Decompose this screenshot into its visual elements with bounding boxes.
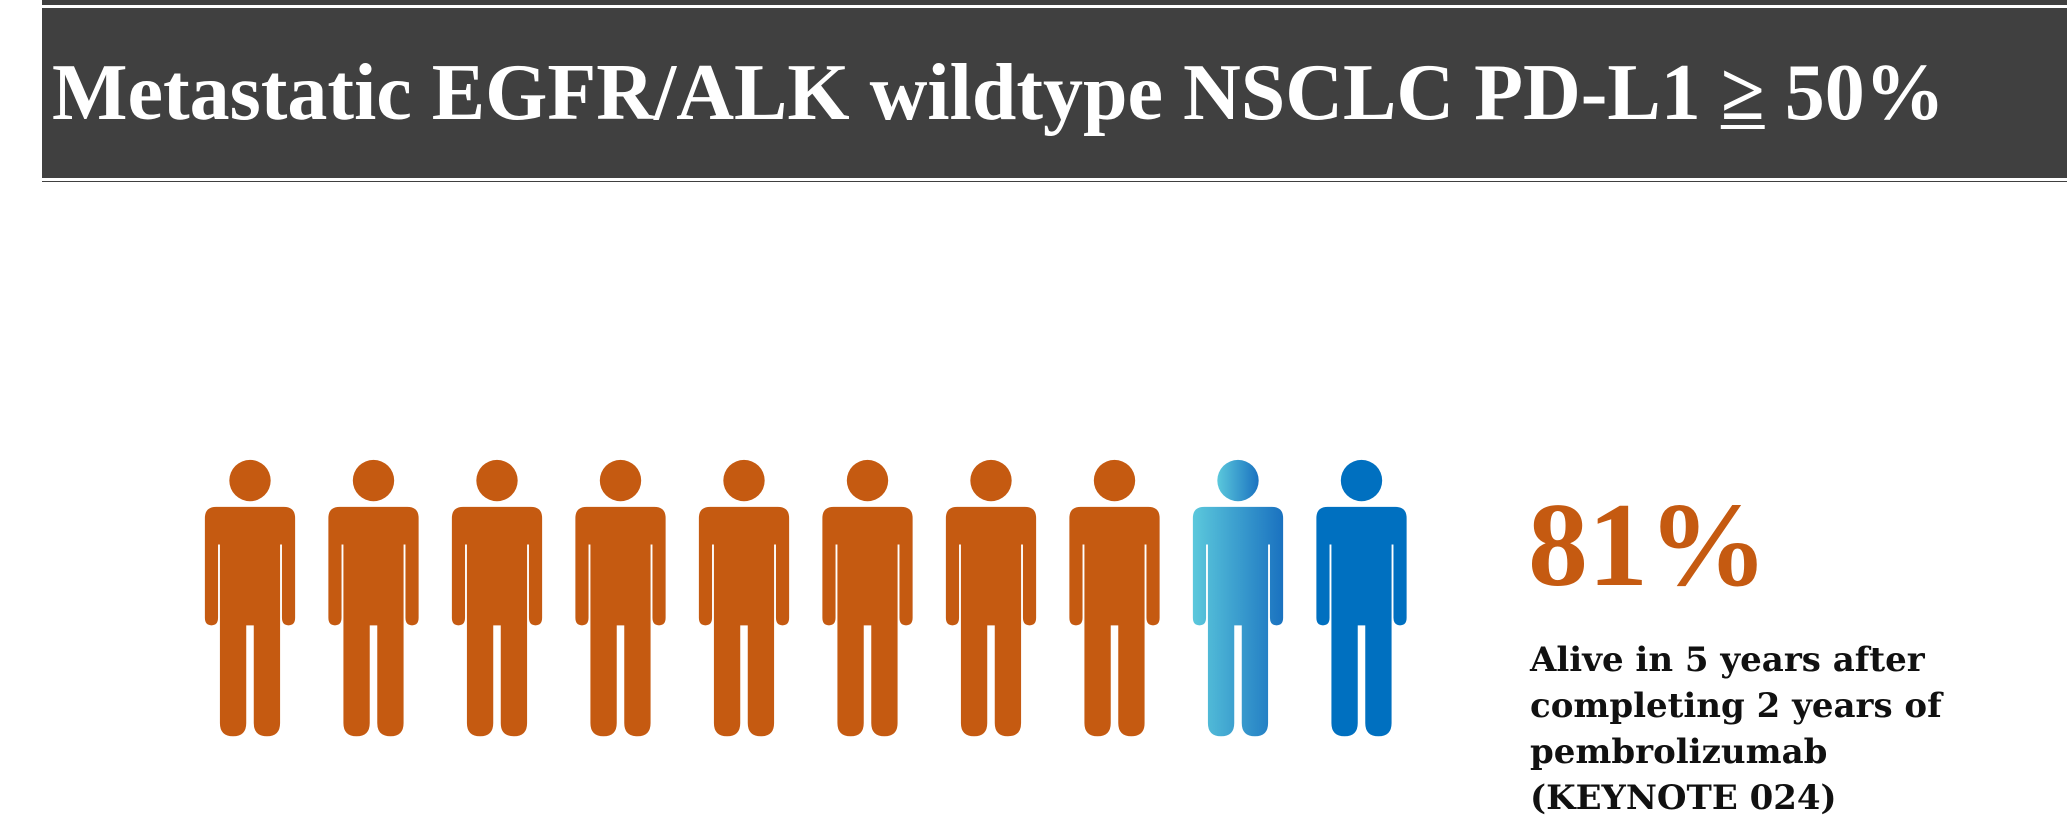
person-icon-highlighted	[1069, 459, 1160, 737]
person-icon-gradient	[1192, 459, 1284, 737]
title-text-after: 50%	[1764, 49, 1945, 137]
title-greater-equal-symbol: ≥	[1720, 49, 1765, 137]
person-icon-highlighted	[698, 459, 790, 737]
page-title: Metastatic EGFR/ALK wildtype NSCLC PD-L1…	[52, 38, 2062, 148]
title-text-before: Metastatic EGFR/ALK wildtype NSCLC PD-L1	[52, 49, 1721, 137]
title-rule-top	[42, 5, 2067, 8]
person-icon-highlighted	[945, 459, 1037, 737]
caption-line-3: pembrolizumab	[1530, 732, 1828, 772]
title-banner	[42, 0, 2067, 182]
survival-percentage: 81%	[1528, 478, 1768, 611]
person-icon-highlighted	[575, 459, 666, 737]
title-rule-bottom	[42, 178, 2067, 181]
person-icon-highlighted	[451, 459, 543, 737]
person-icon-highlighted	[328, 459, 419, 737]
caption-line-1: Alive in 5 years after	[1530, 640, 1925, 680]
person-icon-highlighted	[204, 459, 296, 737]
person-icon-highlighted	[822, 459, 913, 737]
caption-line-4: (KEYNOTE 024)	[1530, 778, 1837, 818]
caption-line-2: completing 2 years of	[1530, 686, 1942, 726]
survival-caption: Alive in 5 years after completing 2 year…	[1530, 637, 2050, 821]
person-icon-other	[1316, 459, 1407, 737]
